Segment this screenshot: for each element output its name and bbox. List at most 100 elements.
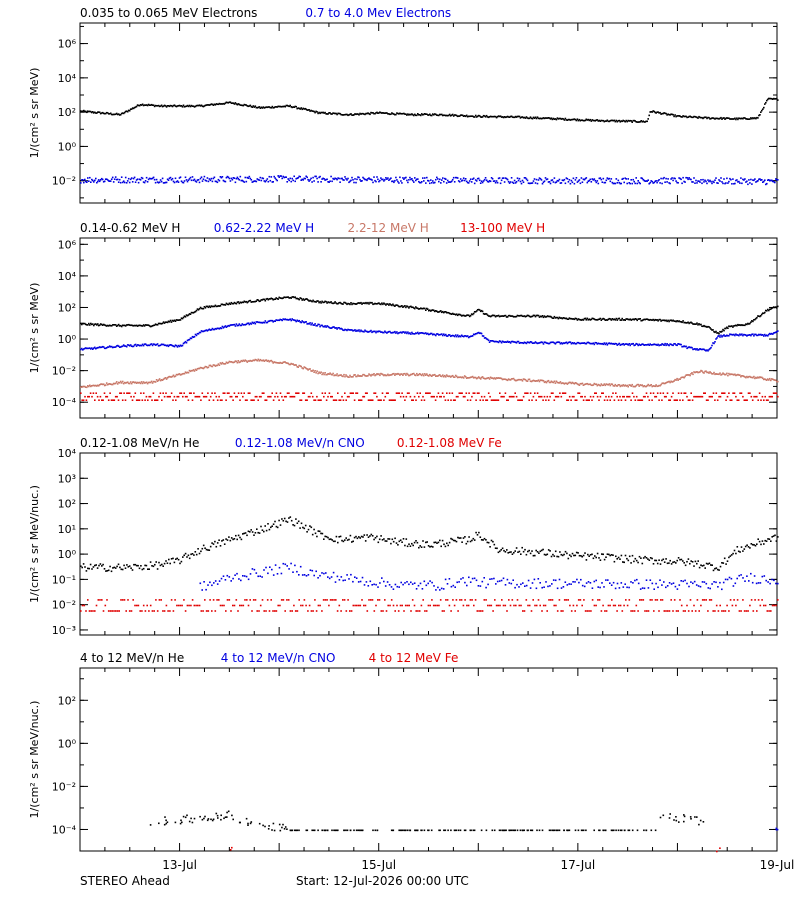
data-point [282, 318, 284, 320]
data-point [504, 584, 507, 586]
data-point [665, 112, 667, 115]
data-point [152, 343, 155, 345]
data-point [101, 399, 103, 401]
data-point [197, 548, 199, 550]
data-point [516, 177, 519, 179]
data-point [226, 175, 229, 178]
data-point [729, 555, 732, 557]
data-point [144, 324, 147, 326]
data-point [247, 105, 250, 108]
data-point [250, 399, 252, 401]
data-point [236, 572, 238, 575]
data-point [614, 182, 617, 185]
data-point [272, 362, 274, 364]
data-point [570, 179, 573, 182]
data-point [176, 557, 178, 560]
data-point [752, 333, 754, 335]
data-point [696, 371, 698, 373]
data-point [716, 373, 718, 375]
data-point [552, 181, 555, 183]
data-point [247, 578, 250, 581]
data-point [311, 110, 313, 112]
data-point [632, 385, 634, 388]
data-point [124, 399, 127, 401]
data-point [454, 586, 456, 588]
data-point [667, 178, 669, 180]
data-point [135, 324, 138, 327]
data-point [728, 556, 730, 559]
data-point [410, 373, 412, 376]
data-point [533, 578, 536, 581]
data-point [690, 321, 692, 324]
data-point [610, 342, 613, 345]
data-point [436, 310, 438, 313]
data-point [478, 392, 480, 394]
data-point [487, 116, 490, 119]
data-point [718, 395, 720, 398]
data-point [114, 346, 117, 348]
data-point [180, 105, 183, 107]
data-point [209, 103, 212, 106]
data-point [524, 117, 527, 119]
y-tick-label: 10⁴ [58, 270, 77, 283]
data-point [423, 332, 425, 335]
data-point [538, 342, 541, 344]
data-point [565, 382, 568, 385]
data-point [337, 177, 339, 179]
data-point [398, 332, 400, 334]
data-point [425, 332, 427, 334]
data-point [752, 376, 754, 379]
data-point [437, 178, 439, 180]
data-point [673, 380, 675, 382]
data-point [367, 399, 370, 401]
data-point [174, 105, 177, 107]
data-point [108, 324, 111, 327]
data-point [222, 327, 225, 329]
data-point [568, 554, 571, 556]
data-point [487, 392, 490, 394]
data-point [248, 360, 251, 362]
data-point [518, 586, 520, 588]
data-point [415, 114, 417, 117]
data-point [726, 395, 729, 398]
data-point [458, 581, 460, 583]
data-point [390, 586, 393, 588]
data-point [140, 381, 143, 383]
data-point [386, 303, 388, 305]
data-point [186, 180, 189, 183]
data-point [544, 117, 547, 119]
data-point [255, 572, 258, 574]
data-point [252, 180, 255, 183]
data-point [756, 180, 758, 183]
data-point [466, 540, 469, 543]
data-point [390, 177, 392, 179]
data-point [177, 105, 180, 107]
y-tick-label: 10² [58, 301, 76, 314]
data-point [272, 321, 274, 323]
data-point [582, 178, 585, 181]
data-point [435, 178, 437, 181]
data-point [554, 118, 557, 120]
data-point [242, 575, 244, 577]
data-point [251, 301, 254, 303]
data-point [671, 177, 673, 179]
data-point [310, 109, 312, 112]
data-point [464, 178, 467, 180]
data-point [204, 547, 206, 549]
data-point [468, 392, 470, 394]
data-point [493, 399, 496, 401]
data-point [346, 375, 348, 378]
data-point [168, 395, 170, 398]
data-point [595, 392, 597, 394]
data-point [549, 315, 552, 318]
data-point [419, 181, 421, 184]
data-point [244, 324, 247, 326]
data-point [110, 325, 113, 327]
data-point [395, 176, 397, 179]
data-point [622, 319, 624, 321]
data-point [545, 381, 548, 384]
data-point [98, 324, 101, 326]
data-point [490, 315, 493, 317]
data-point [233, 323, 236, 326]
data-point [431, 581, 433, 584]
